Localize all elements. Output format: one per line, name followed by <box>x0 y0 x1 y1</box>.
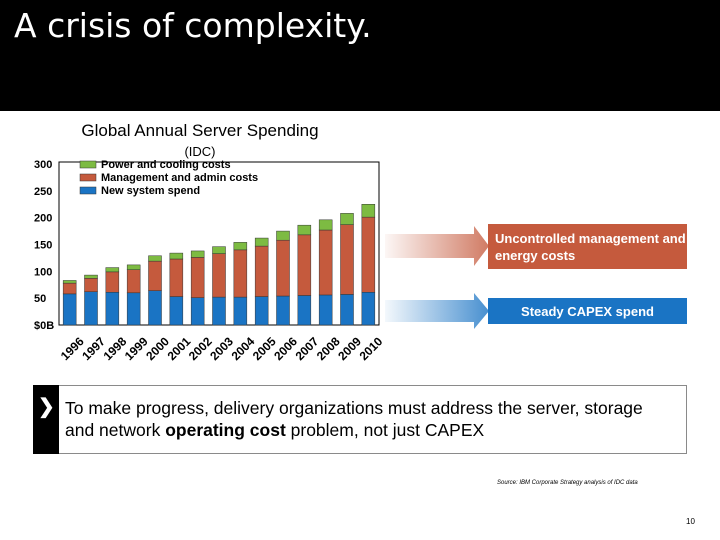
bar-management-2006 <box>276 239 290 297</box>
bar-management-2010 <box>361 216 376 293</box>
bar-new-system-2007 <box>297 295 312 326</box>
chart-subtitle: (IDC) <box>184 144 216 159</box>
management-callout: Uncontrolled management and energy costs <box>488 224 687 269</box>
bar-management-1998 <box>105 271 120 293</box>
bar-new-system-2005 <box>254 296 269 326</box>
page-number: 10 <box>686 517 695 526</box>
bar-new-system-2009 <box>340 294 354 326</box>
management-arrow <box>385 226 489 266</box>
bar-power-1999 <box>126 264 141 270</box>
chart-title: Global Annual Server Spending <box>81 121 319 140</box>
bar-new-system-1996 <box>62 293 77 326</box>
y-tick-label: 100 <box>34 266 52 278</box>
capex-arrow <box>385 293 489 329</box>
bar-power-2009 <box>340 213 354 225</box>
source-note: Source: IBM Corporate Strategy analysis … <box>497 480 638 486</box>
y-tick-label: $0B <box>34 320 54 332</box>
x-tick-label: 2010 <box>357 334 386 363</box>
bar-new-system-2003 <box>212 296 226 326</box>
legend-label: Power and cooling costs <box>101 159 231 171</box>
y-tick-label: 150 <box>34 240 52 252</box>
bar-power-2008 <box>318 219 333 231</box>
bar-management-2004 <box>233 249 248 298</box>
bar-new-system-1999 <box>126 292 141 326</box>
bar-new-system-2008 <box>318 294 333 326</box>
message-part1: To make progress, delivery organizations… <box>65 398 643 440</box>
bar-power-2005 <box>254 237 269 247</box>
legend-label: Management and admin costs <box>101 172 258 184</box>
y-tick-label: 300 <box>34 159 52 171</box>
bar-power-2001 <box>169 252 184 260</box>
bar-power-2006 <box>276 230 290 241</box>
bar-management-1996 <box>62 282 77 295</box>
bar-management-2005 <box>254 245 269 297</box>
bar-management-2007 <box>297 234 312 296</box>
bar-management-2002 <box>190 257 205 298</box>
legend-swatch-new-system <box>79 186 97 195</box>
bar-power-2000 <box>148 255 162 262</box>
legend-swatch-power <box>79 160 97 169</box>
bar-new-system-2006 <box>276 295 290 326</box>
bar-management-2009 <box>340 224 354 295</box>
bar-power-1996 <box>62 280 77 284</box>
bar-power-2007 <box>297 224 312 236</box>
bar-power-2004 <box>233 242 248 251</box>
bar-new-system-2004 <box>233 296 248 326</box>
bar-management-1999 <box>126 269 141 294</box>
message-part2: problem, not just CAPEX <box>285 420 485 440</box>
legend-swatch-management <box>79 173 97 182</box>
chevron-right-icon: ❯ <box>38 396 55 418</box>
bar-power-1998 <box>105 267 120 273</box>
bar-management-2008 <box>318 229 333 296</box>
bar-management-2001 <box>169 258 184 297</box>
bar-power-2010 <box>361 204 376 218</box>
bar-new-system-2000 <box>148 290 162 326</box>
slide-title: A crisis of complexity. <box>14 6 372 45</box>
bar-power-2003 <box>212 246 226 254</box>
message-tab <box>33 385 59 454</box>
bar-power-1997 <box>84 274 98 279</box>
message-bold: operating cost <box>165 420 286 440</box>
bar-power-2002 <box>190 250 205 258</box>
bar-management-1997 <box>84 278 98 292</box>
legend-label: New system spend <box>101 185 200 197</box>
y-tick-label: 250 <box>34 186 52 198</box>
capex-callout: Steady CAPEX spend <box>488 298 687 324</box>
y-tick-label: 50 <box>34 293 46 305</box>
bar-management-2000 <box>148 260 162 291</box>
bar-new-system-1998 <box>105 292 120 326</box>
bar-new-system-2010 <box>361 292 376 326</box>
title-bar <box>0 0 720 111</box>
bar-new-system-2002 <box>190 297 205 326</box>
message-text: To make progress, delivery organizations… <box>65 397 665 441</box>
bar-new-system-2001 <box>169 296 184 326</box>
y-tick-label: 200 <box>34 213 52 225</box>
bar-management-2003 <box>212 253 226 298</box>
bar-new-system-1997 <box>84 291 98 326</box>
